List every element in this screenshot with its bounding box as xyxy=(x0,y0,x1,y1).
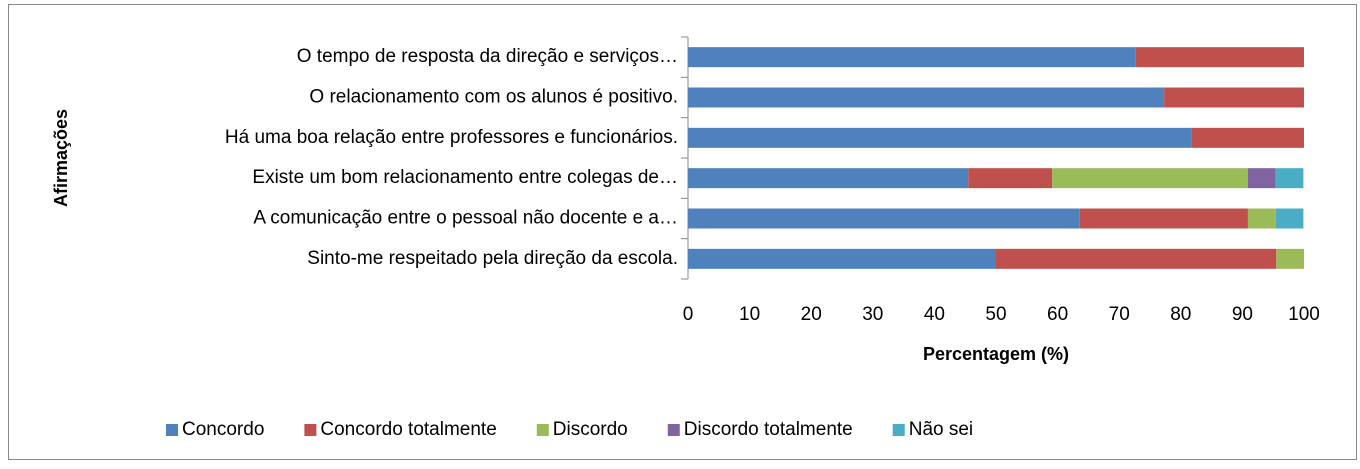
legend-swatch xyxy=(536,424,549,436)
y-tick-label: Existe um bom relacionamento entre coleg… xyxy=(252,167,678,188)
legend-label: Discordo totalmente xyxy=(684,419,853,440)
x-tick-label: 70 xyxy=(1109,304,1130,325)
legend-label: Não sei xyxy=(909,419,973,440)
y-tick-label: Há uma boa relação entre professores e f… xyxy=(225,127,678,148)
bar-segment xyxy=(996,248,1277,269)
bar-segment xyxy=(688,87,1165,108)
x-tick-label: 80 xyxy=(1170,304,1191,325)
bar-segment xyxy=(968,168,1053,189)
bar-segment xyxy=(1164,87,1304,108)
x-tick-label: 90 xyxy=(1232,304,1253,325)
x-tick-label: 40 xyxy=(924,304,945,325)
x-tick-label: 50 xyxy=(985,304,1006,325)
y-tick-label: A comunicação entre o pessoal não docent… xyxy=(253,208,678,229)
bar-segment xyxy=(1135,47,1304,68)
x-tick-label: 100 xyxy=(1288,304,1320,325)
y-tick-label: O tempo de resposta da direção e serviço… xyxy=(297,46,678,67)
bar-segment xyxy=(1079,208,1248,229)
y-tick-label: Sinto-me respeitado pela direção da esco… xyxy=(307,248,678,269)
bar-segment xyxy=(1275,208,1304,229)
legend-swatch xyxy=(892,424,905,436)
bar-segment xyxy=(1247,168,1276,189)
y-tick-label: O relacionamento com os alunos é positiv… xyxy=(309,87,678,108)
x-axis-label: Percentagem (%) xyxy=(923,344,1069,364)
bar-segment xyxy=(1247,208,1276,229)
x-tick-label: 60 xyxy=(1047,304,1068,325)
bar-segment xyxy=(688,168,969,189)
legend-label: Concordo totalmente xyxy=(320,419,496,440)
legend-swatch xyxy=(166,424,178,436)
y-axis-label: Afirmações xyxy=(51,109,71,207)
bar-segment xyxy=(688,208,1080,229)
bar-segment xyxy=(1052,168,1248,189)
x-tick-label: 30 xyxy=(862,304,883,325)
bar-segment xyxy=(688,127,1192,148)
bar-segment xyxy=(688,248,996,269)
chart-frame xyxy=(8,4,1357,460)
legend-swatch xyxy=(304,424,317,436)
x-tick-label: 20 xyxy=(801,304,822,325)
bar-segment xyxy=(688,47,1136,68)
x-tick-label: 10 xyxy=(739,304,760,325)
bar-segment xyxy=(1275,168,1304,189)
bar-segment xyxy=(1276,248,1304,269)
x-tick-label: 0 xyxy=(683,304,694,325)
bar-segment xyxy=(1191,127,1304,148)
legend-swatch xyxy=(667,424,680,436)
legend-label: Concordo xyxy=(182,419,264,440)
legend-label: Discordo xyxy=(553,419,628,440)
